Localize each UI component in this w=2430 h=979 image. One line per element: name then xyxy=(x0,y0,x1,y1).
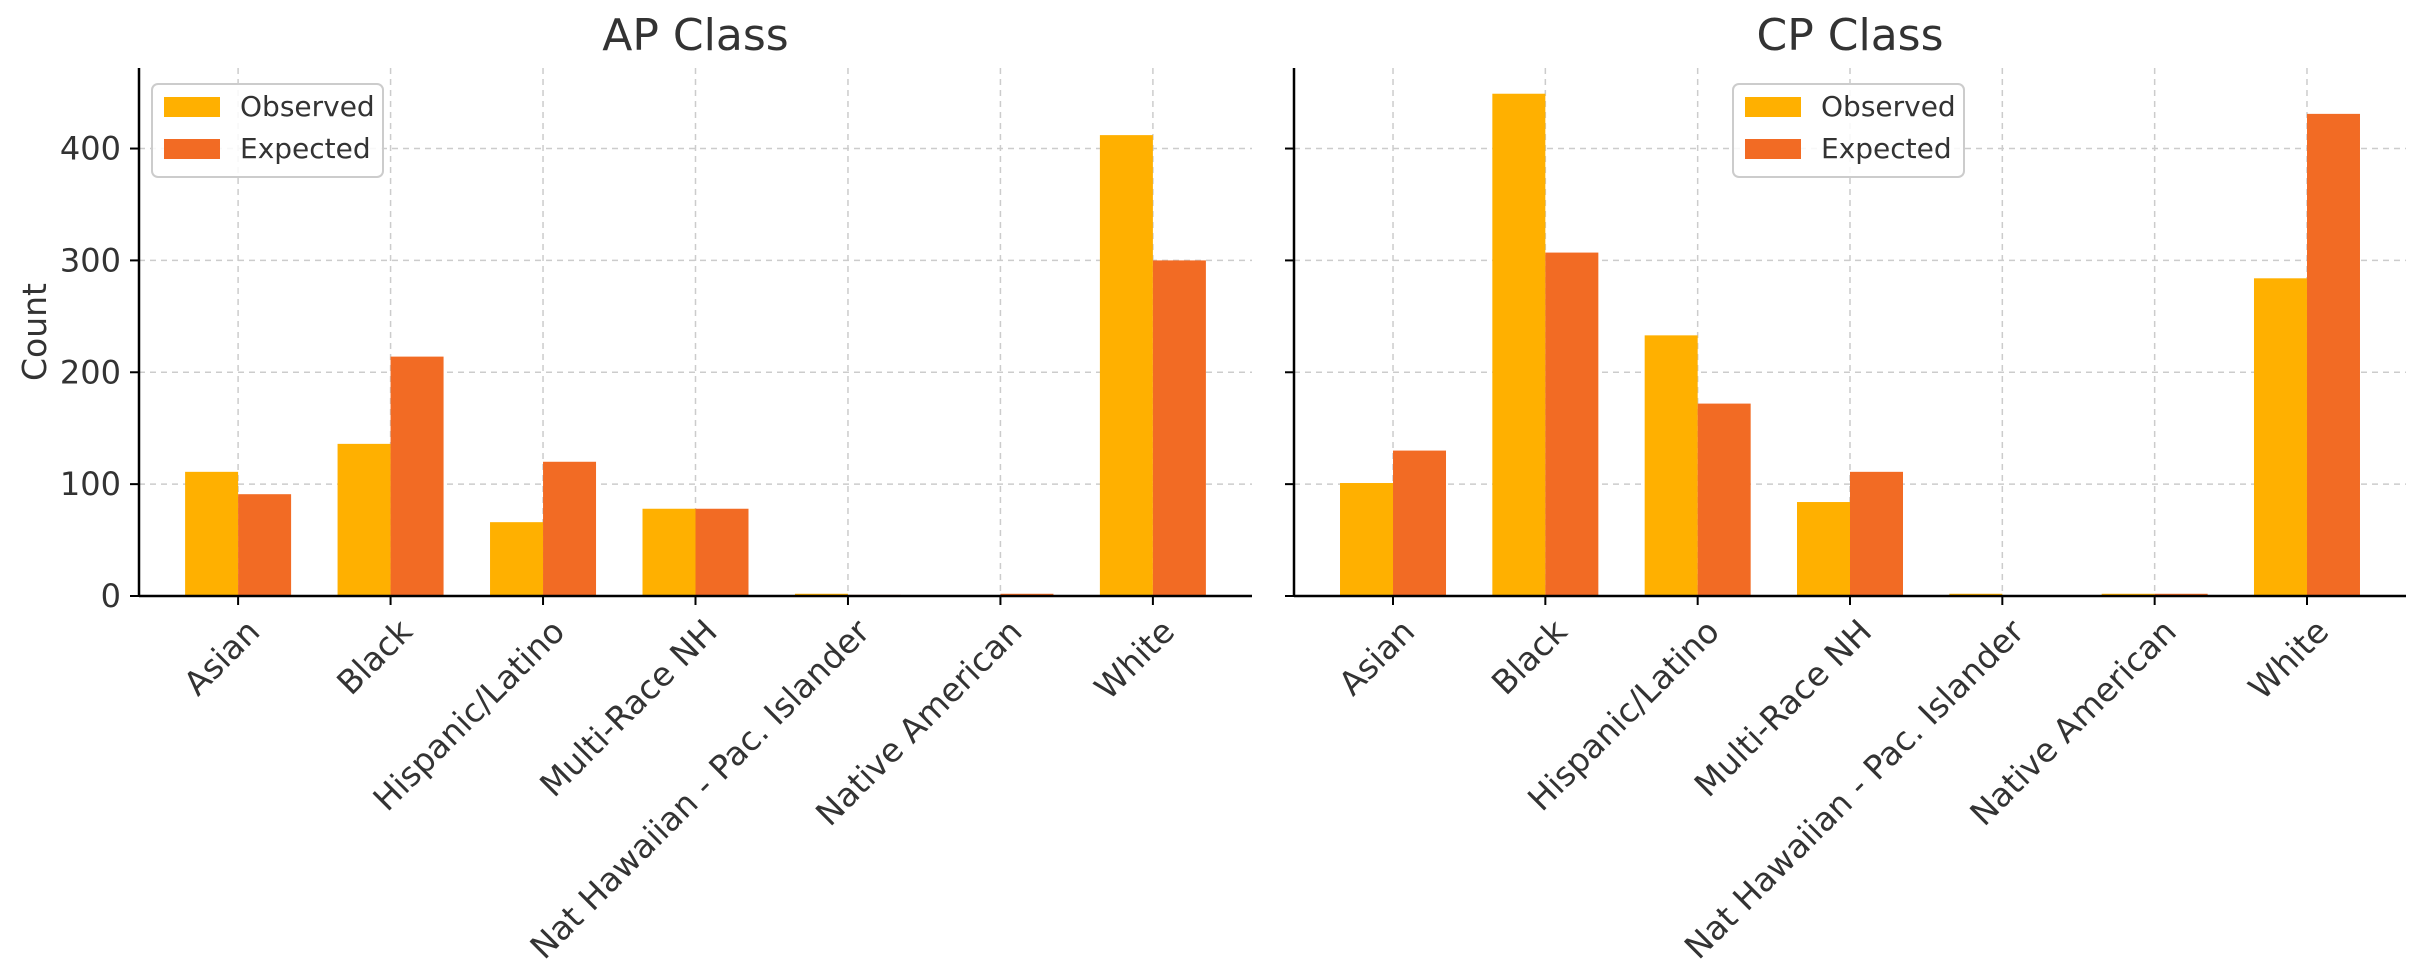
bar-observed-2 xyxy=(337,443,391,596)
legend-swatch-observed xyxy=(1745,97,1801,117)
chart-title: CP Class xyxy=(1757,10,1944,61)
legend-swatch-expected xyxy=(1745,139,1801,159)
bar-observed-7 xyxy=(2253,278,2307,596)
bar-expected-4 xyxy=(1850,471,1903,596)
x-tick-label: Asian xyxy=(176,612,267,703)
bar-expected-4 xyxy=(695,508,749,596)
bar-expected-2 xyxy=(1545,252,1599,596)
bar-expected-3 xyxy=(1697,403,1751,596)
legend-swatch-expected xyxy=(164,139,220,159)
x-tick-label: White xyxy=(2241,612,2336,707)
legend: Observed Expected xyxy=(151,83,384,178)
legend-label-expected: Expected xyxy=(1821,132,1952,165)
legend-label-expected: Expected xyxy=(240,132,371,165)
bar-observed-4 xyxy=(1797,502,1850,596)
bar-expected-7 xyxy=(1152,260,1206,596)
y-tick-label: 200 xyxy=(60,353,121,391)
legend: Observed Expected xyxy=(1732,83,1965,178)
bar-expected-2 xyxy=(390,356,444,596)
bar-expected-1 xyxy=(238,494,292,596)
bar-observed-3 xyxy=(1644,335,1698,596)
legend-label-observed: Observed xyxy=(240,90,375,123)
bar-expected-7 xyxy=(2306,113,2360,596)
chart-title: AP Class xyxy=(602,10,788,61)
x-tick-label: Asian xyxy=(1331,612,1422,703)
bar-observed-4 xyxy=(642,508,696,596)
y-tick-label: 0 xyxy=(101,577,121,615)
y-tick-label: 400 xyxy=(60,130,121,168)
x-tick-label: Black xyxy=(329,611,420,702)
y-tick-label: 100 xyxy=(60,465,121,503)
bar-expected-3 xyxy=(543,461,597,596)
bar-observed-2 xyxy=(1492,93,1546,596)
bar-observed-1 xyxy=(185,471,239,596)
bar-observed-7 xyxy=(1099,135,1153,596)
x-tick-label: White xyxy=(1087,612,1182,707)
y-axis-label: Count xyxy=(15,283,54,381)
legend-swatch-observed xyxy=(164,97,220,117)
bar-observed-3 xyxy=(490,522,544,596)
bar-observed-1 xyxy=(1340,483,1394,596)
bar-expected-1 xyxy=(1393,450,1447,596)
y-tick-label: 300 xyxy=(60,241,121,279)
legend-label-observed: Observed xyxy=(1821,90,1956,123)
x-tick-label: Black xyxy=(1484,611,1575,702)
